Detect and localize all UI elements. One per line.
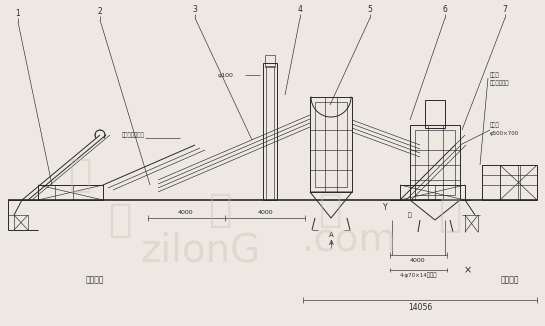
Text: 龙: 龙 — [208, 191, 232, 229]
Text: 集尘点: 集尘点 — [490, 72, 500, 78]
Bar — [265, 55, 275, 67]
Text: zilonG: zilonG — [140, 231, 260, 269]
Text: φ500×700: φ500×700 — [490, 130, 519, 136]
Bar — [500, 165, 518, 200]
Text: A: A — [329, 240, 334, 246]
Bar — [425, 100, 445, 128]
Text: 5: 5 — [367, 6, 372, 14]
Bar — [38, 185, 103, 200]
Bar — [266, 66, 274, 200]
Text: 1: 1 — [16, 9, 20, 19]
Text: 14056: 14056 — [408, 304, 432, 313]
Bar — [400, 185, 465, 200]
Text: 2: 2 — [98, 7, 102, 17]
Text: 6: 6 — [443, 6, 447, 14]
Text: 细碎车间: 细碎车间 — [501, 275, 519, 285]
Bar — [310, 97, 352, 192]
Text: Y: Y — [383, 203, 387, 213]
Text: 4000: 4000 — [410, 258, 426, 262]
Text: 4000: 4000 — [178, 211, 194, 215]
Text: ×: × — [464, 265, 472, 275]
Text: 4000: 4000 — [257, 211, 273, 215]
Text: 袋除尘: 袋除尘 — [490, 122, 500, 128]
Text: 中破车间: 中破车间 — [86, 275, 104, 285]
Text: φ100: φ100 — [217, 72, 233, 78]
Bar — [410, 125, 460, 200]
Text: 网: 网 — [318, 191, 342, 229]
Bar — [315, 102, 347, 187]
Text: 筑: 筑 — [108, 201, 132, 239]
Bar — [415, 130, 455, 195]
Text: 4: 4 — [298, 6, 302, 14]
Text: .com: .com — [302, 221, 398, 259]
Text: 7: 7 — [502, 6, 507, 14]
Text: A: A — [329, 232, 334, 238]
Bar — [263, 63, 277, 200]
Text: 网: 网 — [438, 196, 462, 234]
Text: 3: 3 — [192, 6, 197, 14]
Text: 锤碎机检查门: 锤碎机检查门 — [490, 80, 510, 86]
Text: 零: 零 — [408, 212, 412, 218]
Text: 4-φ70×14无缝管: 4-φ70×14无缝管 — [399, 272, 437, 278]
Bar — [482, 165, 537, 200]
Text: 中破破碎机出口: 中破破碎机出口 — [122, 132, 145, 138]
Text: 筑: 筑 — [68, 156, 92, 194]
